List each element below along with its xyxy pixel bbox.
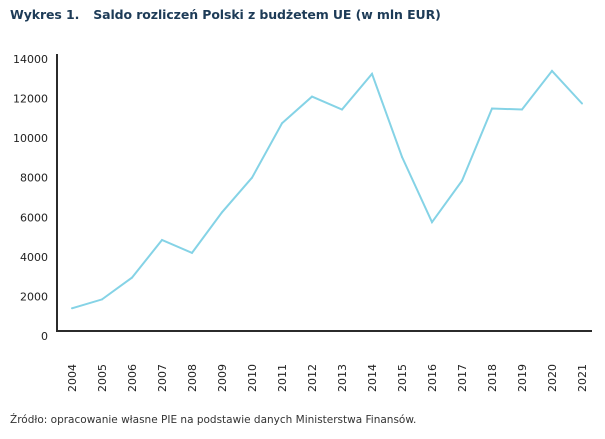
data-point-2005 (101, 298, 103, 301)
data-point-2012 (311, 95, 313, 98)
data-point-2017 (461, 179, 463, 182)
x-tick-label: 2014 (366, 364, 379, 392)
x-tick-label: 2007 (156, 364, 169, 392)
data-point-2020 (551, 69, 553, 72)
x-tick-label: 2017 (456, 364, 469, 392)
y-tick-label: 4000 (20, 251, 48, 264)
x-tick-label: 2013 (336, 364, 349, 392)
x-tick-label: 2005 (96, 364, 109, 392)
y-axis-tick-labels: 0 2000 4000 6000 8000 10000 12000 14000 (13, 53, 48, 343)
x-tick-label: 2010 (246, 364, 259, 392)
x-tick-label: 2004 (66, 364, 79, 392)
data-point-2014 (371, 72, 373, 75)
x-tick-label: 2015 (396, 364, 409, 392)
x-tick-label: 2012 (306, 364, 319, 392)
data-point-2013 (341, 108, 343, 111)
x-tick-label: 2008 (186, 364, 199, 392)
y-tick-label: 8000 (20, 172, 48, 185)
data-point-2021 (581, 102, 583, 105)
x-tick-label: 2009 (216, 364, 229, 392)
y-tick-label: 12000 (13, 93, 48, 106)
x-tick-label: 2016 (426, 364, 439, 392)
data-point-2019 (521, 108, 523, 111)
x-tick-label: 2011 (276, 364, 289, 392)
x-axis-tick-labels: 2004 2005 2006 2007 2008 2009 2010 2011 2012 2013… (66, 364, 589, 392)
source-note: Źródło: opracowanie własne PIE na podsta… (10, 414, 417, 426)
x-tick-label: 2018 (486, 364, 499, 392)
series-group (71, 69, 583, 310)
series-line (71, 69, 583, 310)
x-tick-label: 2006 (126, 364, 139, 392)
data-point-2016 (431, 221, 433, 224)
figure-number: Wykres 1. (10, 7, 80, 22)
figure-title: Saldo rozliczeń Polski z budżetem UE (w … (93, 7, 441, 22)
x-tick-label: 2020 (546, 364, 559, 392)
data-point-2010 (251, 176, 253, 179)
data-point-2015 (401, 155, 403, 158)
y-tick-label: 14000 (13, 53, 48, 66)
chart-title: Wykres 1. Saldo rozliczeń Polski z budżet… (10, 7, 441, 22)
data-point-2018 (491, 107, 493, 110)
data-point-2004 (71, 307, 73, 310)
data-point-2007 (161, 239, 163, 242)
data-point-2008 (191, 251, 193, 254)
x-tick-label: 2021 (576, 364, 589, 392)
y-tick-label: 6000 (20, 211, 48, 224)
data-point-2006 (131, 276, 133, 279)
x-tick-label: 2019 (516, 364, 529, 392)
data-point-2009 (221, 211, 223, 214)
y-tick-label: 2000 (20, 290, 48, 303)
y-tick-label: 0 (41, 330, 48, 343)
data-point-2011 (281, 122, 283, 125)
y-tick-label: 10000 (13, 132, 48, 145)
